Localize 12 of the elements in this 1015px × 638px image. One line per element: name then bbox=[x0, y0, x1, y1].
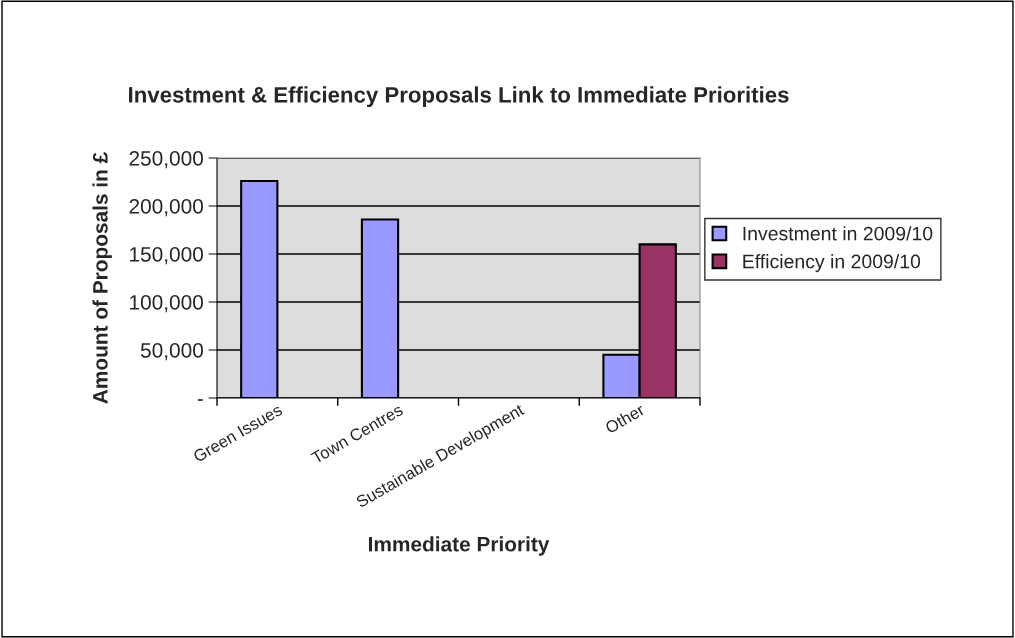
y-tick-label: 200,000 bbox=[129, 199, 203, 217]
y-tick-label: 250,000 bbox=[129, 151, 203, 169]
legend-label: Efficiency in 2009/10 bbox=[743, 254, 921, 273]
chart-title: Investment & Efficiency Proposals Link to Immediate Priorities bbox=[129, 86, 789, 108]
x-axis-title: Immediate Priority bbox=[369, 536, 550, 556]
y-axis-title: Amount of Proposals in £ bbox=[92, 152, 112, 404]
x-tick-label: Other bbox=[604, 403, 646, 434]
y-tick-label: 50,000 bbox=[140, 343, 203, 361]
y-tick-label: 150,000 bbox=[130, 247, 203, 265]
y-tick-label: - bbox=[197, 399, 203, 401]
y-tick-label: 100,000 bbox=[130, 295, 203, 313]
legend-label: Investment in 2009/10 bbox=[743, 226, 933, 241]
